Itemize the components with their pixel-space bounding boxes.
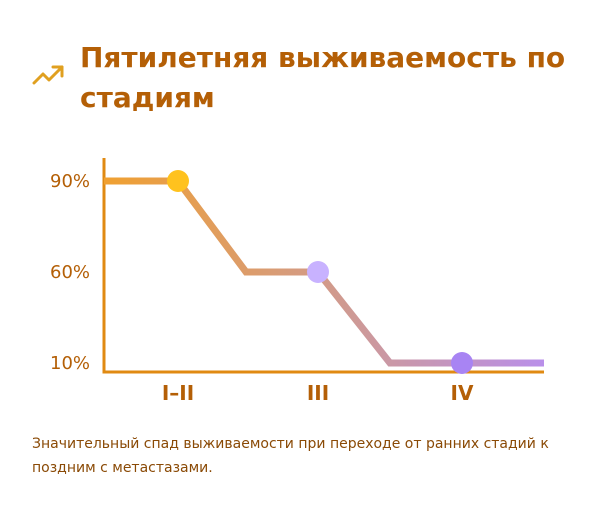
y-tick-label: 60% <box>50 262 90 283</box>
x-tick-label: III <box>307 381 329 405</box>
y-tick-label: 90% <box>50 171 90 192</box>
chart-points <box>167 170 473 374</box>
survival-line-chart: 90% 60% 10% I–II III IV <box>50 158 544 405</box>
data-point-1 <box>167 170 189 192</box>
chart-axes <box>102 158 544 374</box>
x-tick-label: I–II <box>162 381 194 405</box>
trending-up-icon <box>32 65 64 85</box>
chart-caption: Значительный спад выживаемости при перех… <box>32 436 549 476</box>
data-point-3 <box>451 352 473 374</box>
y-tick-labels: 90% 60% 10% <box>50 171 90 374</box>
x-tick-label: IV <box>451 381 474 405</box>
x-tick-labels: I–II III IV <box>162 381 474 405</box>
chart-title: Пятилетняя выживаемость по стадиям <box>80 41 566 114</box>
y-tick-label: 10% <box>50 353 90 374</box>
data-point-2 <box>307 261 329 283</box>
